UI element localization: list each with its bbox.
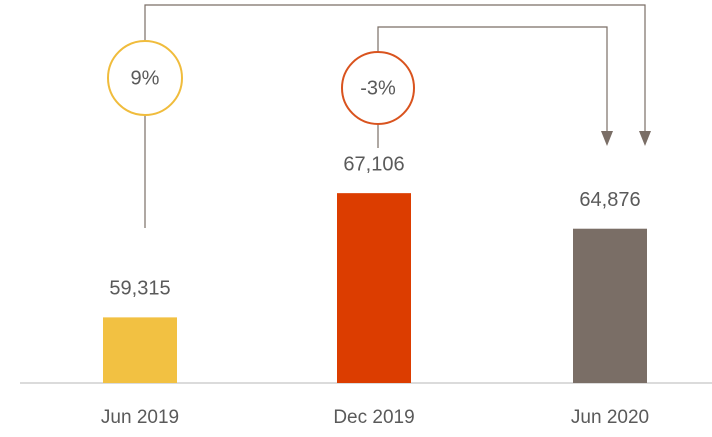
connector-line xyxy=(144,4,646,132)
annotation: -3% xyxy=(360,77,396,99)
bar xyxy=(573,228,647,383)
bar xyxy=(103,317,177,383)
annotation-circle xyxy=(341,51,415,125)
value-label: 67,106 xyxy=(343,153,404,175)
annotation: 9% xyxy=(131,67,160,89)
bar xyxy=(337,193,411,383)
x-tick-label: Jun 2020 xyxy=(571,407,649,428)
x-tick-label: Dec 2019 xyxy=(333,407,414,428)
connectors xyxy=(144,4,646,228)
value-label: 64,876 xyxy=(579,189,640,211)
annotation-circle xyxy=(107,40,183,116)
arrowhead xyxy=(601,131,613,146)
value-label: 59,315 xyxy=(109,278,170,300)
arrowhead xyxy=(639,131,651,146)
x-tick-label: Jun 2019 xyxy=(101,407,179,428)
connector-line xyxy=(377,26,608,132)
